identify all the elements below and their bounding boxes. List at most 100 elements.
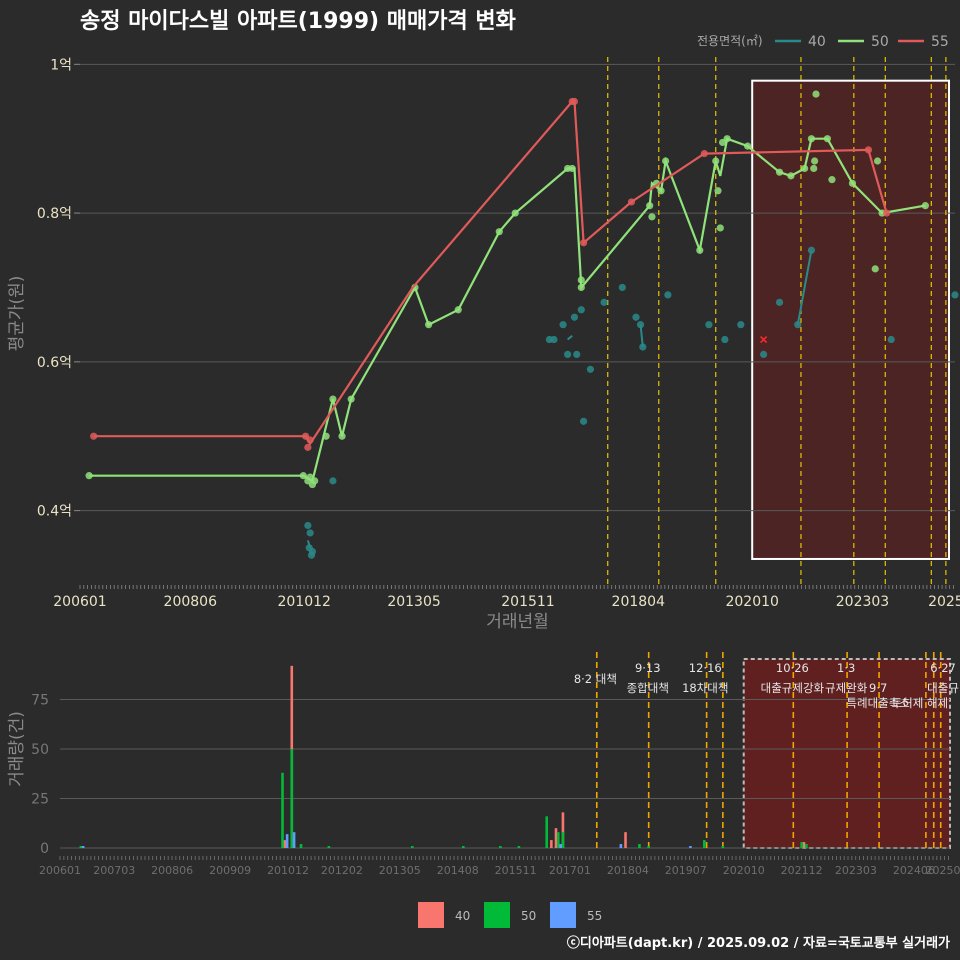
point-50 [495, 228, 503, 236]
legend-label-40: 40 [808, 34, 826, 50]
point-50 [311, 477, 319, 485]
volume-bar-50 [281, 772, 284, 848]
volume-bar-50 [557, 832, 560, 848]
point-40 [618, 283, 626, 292]
point-50 [812, 90, 820, 98]
policy-annotation: 9·7 [869, 681, 887, 695]
volume-bar-40 [554, 828, 558, 848]
volume-bar-50 [79, 846, 83, 848]
point-50 [657, 187, 665, 195]
point-40 [807, 246, 816, 254]
point-50 [775, 168, 784, 176]
bar-legend-label-40: 40 [455, 909, 470, 923]
point-50 [577, 283, 585, 292]
volume-x-tick-label: 201202 [321, 864, 363, 877]
point-40 [759, 350, 768, 359]
volume-x-tick-label: 201511 [495, 864, 537, 877]
volume-bar-50 [805, 844, 808, 848]
highlight-region [751, 79, 950, 560]
point-50 [714, 187, 722, 195]
point-50 [723, 135, 731, 143]
point-40 [775, 298, 784, 306]
volume-x-tick-label: 202406 [893, 864, 935, 877]
point-50 [322, 432, 330, 440]
volume-x-tick-label: 20250 [926, 864, 960, 877]
point-50 [811, 157, 819, 165]
volume-x-tick-label: 200806 [151, 864, 193, 877]
x-tick-label: 201305 [387, 594, 440, 610]
volume-x-tick-label: 200601 [39, 864, 81, 877]
volume-bar-50 [290, 749, 294, 848]
point-50 [347, 395, 355, 403]
y-axis-title: 평균가(원) [7, 276, 27, 352]
policy-annotation: 10·26 [776, 661, 809, 675]
volume-bar-55 [559, 844, 562, 848]
x-tick-label: 200806 [164, 594, 218, 610]
point-50 [801, 164, 809, 173]
volume-bar-55 [285, 834, 289, 848]
policy-annotation: 12·16 [689, 661, 722, 675]
point-50 [787, 172, 795, 180]
point-40 [304, 521, 312, 530]
point-40 [705, 321, 713, 329]
point-40 [632, 313, 640, 321]
volume-bar-55 [689, 846, 692, 848]
volume-bar-50 [638, 844, 641, 848]
y-tick-label: 1억 [50, 57, 72, 73]
volume-bar-50 [299, 844, 303, 848]
x-tick-label: 201012 [277, 594, 330, 610]
point-50 [85, 472, 93, 480]
series-segment-40 [566, 335, 573, 341]
point-40 [586, 365, 595, 373]
volume-bar-50 [499, 846, 502, 848]
policy-annotation: 대출규 [927, 681, 959, 695]
point-40 [721, 335, 729, 344]
volume-x-tick-label: 201408 [437, 864, 479, 877]
x-tick-label: 202010 [725, 594, 778, 610]
volume-bar-50 [647, 846, 650, 848]
point-50 [848, 179, 857, 187]
y-tick-label: 0.6억 [37, 355, 72, 371]
point-50 [454, 306, 462, 314]
point-50 [712, 157, 720, 165]
chart-title: 송정 마이다스빌 아파트(1999) 매매가격 변화 [80, 9, 516, 34]
policy-annotation: 대출규제강화 [761, 681, 825, 695]
bar-legend: 40 50 55 [418, 902, 602, 928]
series-legend: 전용면적(㎡) 40 50 55 [697, 34, 949, 50]
volume-bar-40 [802, 842, 806, 848]
point-40 [887, 335, 895, 344]
volume-bar-40 [624, 832, 627, 848]
point-40 [570, 313, 579, 321]
policy-annotation: 특례대출축소 [846, 696, 909, 710]
point-40 [794, 321, 802, 329]
point-50 [662, 157, 670, 165]
bar-legend-label-55: 55 [587, 909, 602, 923]
y-tick-label: 0.8억 [37, 206, 72, 222]
policy-annotation: 8·2 대책 [574, 672, 617, 686]
legend-title: 전용면적(㎡) [697, 34, 763, 48]
bar-legend-swatch-40 [418, 902, 444, 928]
volume-y-tick: 50 [31, 742, 49, 758]
point-50 [921, 202, 929, 210]
volume-bar-55 [81, 846, 85, 848]
point-40 [737, 321, 745, 329]
price-chart: 0.4억 0.6억 0.8억 1억 200601 200806 201012 201305 20… [7, 57, 960, 632]
point-50 [577, 276, 585, 284]
volume-x-tick-label: 201012 [267, 864, 309, 877]
volume-bar-40 [550, 840, 553, 848]
volume-bar-40 [283, 840, 287, 848]
volume-x-tick-label: 202112 [781, 864, 823, 877]
point-55 [90, 432, 98, 440]
point-55 [579, 239, 588, 247]
point-50 [873, 157, 882, 165]
point-50 [568, 164, 576, 173]
volume-x-tick-label: 200703 [93, 864, 135, 877]
x-tick-label: 201804 [612, 594, 666, 610]
point-50 [823, 135, 831, 143]
point-50 [871, 265, 879, 273]
volume-x-tick-label: 201305 [379, 864, 421, 877]
x-tick-label: 200601 [53, 594, 106, 610]
point-40 [600, 298, 608, 306]
